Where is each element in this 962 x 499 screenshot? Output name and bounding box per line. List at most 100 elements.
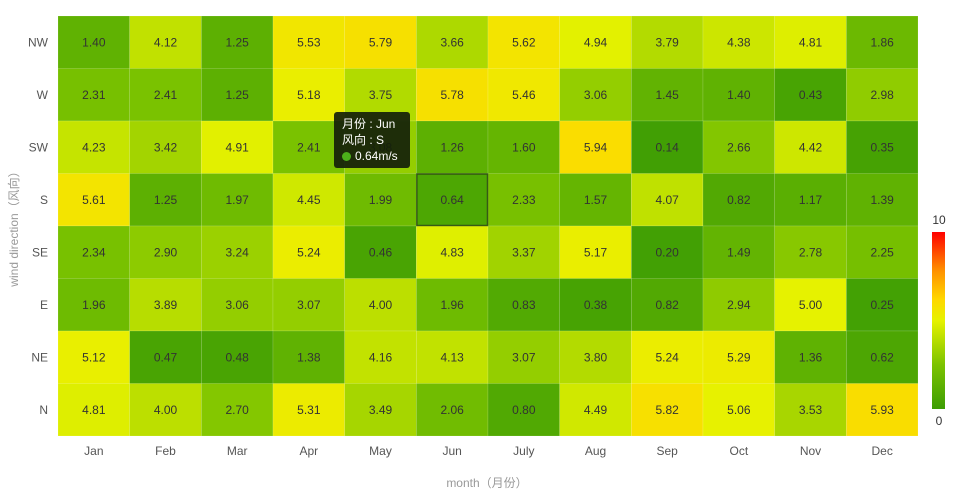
heatmap-cell[interactable]	[487, 330, 560, 384]
heatmap-cell[interactable]	[344, 225, 417, 279]
heatmap-cell[interactable]	[129, 383, 202, 437]
heatmap-cell[interactable]	[57, 278, 130, 332]
heatmap-cell[interactable]	[631, 383, 704, 437]
heatmap-cell[interactable]	[416, 225, 489, 279]
cell-value-label: 0.46	[369, 245, 393, 259]
heatmap-cell[interactable]	[201, 383, 274, 437]
visual-map-gradient-bar[interactable]	[932, 232, 945, 409]
heatmap-cell[interactable]	[846, 68, 919, 122]
heatmap-cell[interactable]	[201, 330, 274, 384]
heatmap-cell[interactable]	[559, 225, 632, 279]
heatmap-cell[interactable]	[631, 173, 704, 227]
x-tick-label: May	[369, 444, 392, 458]
heatmap-cell[interactable]	[57, 225, 130, 279]
heatmap-cell[interactable]	[631, 225, 704, 279]
heatmap-cell[interactable]	[774, 330, 847, 384]
heatmap-cell[interactable]	[272, 330, 345, 384]
heatmap-cell[interactable]	[129, 225, 202, 279]
heatmap-cell[interactable]	[702, 68, 775, 122]
heatmap-cell[interactable]	[57, 173, 130, 227]
visual-map-legend[interactable]: 10 0	[932, 213, 946, 428]
heatmap-cell[interactable]	[416, 68, 489, 122]
cell-value-label: 3.53	[799, 403, 823, 417]
heatmap-cell[interactable]	[201, 120, 274, 174]
heatmap-cell[interactable]	[487, 120, 560, 174]
heatmap-cell[interactable]	[846, 330, 919, 384]
heatmap-cell[interactable]	[201, 225, 274, 279]
heatmap-cell[interactable]	[631, 68, 704, 122]
heatmap-cell[interactable]	[272, 68, 345, 122]
heatmap-cell[interactable]	[487, 173, 560, 227]
heatmap-cell[interactable]	[272, 120, 345, 174]
heatmap-cell[interactable]	[416, 15, 489, 69]
cell-value-label: 1.25	[225, 35, 249, 49]
cell-value-label: 4.45	[297, 193, 321, 207]
heatmap-cell[interactable]	[344, 278, 417, 332]
heatmap-cell[interactable]	[272, 278, 345, 332]
x-tick-label: July	[513, 444, 534, 458]
heatmap-cell[interactable]	[774, 68, 847, 122]
heatmap-cell[interactable]	[272, 15, 345, 69]
cell-value-label: 0.80	[512, 403, 536, 417]
heatmap-cell[interactable]	[846, 173, 919, 227]
heatmap-cell[interactable]	[129, 278, 202, 332]
heatmap-cell[interactable]	[559, 278, 632, 332]
heatmap-cell[interactable]	[846, 278, 919, 332]
heatmap-cell[interactable]	[774, 225, 847, 279]
visual-map-min-label: 0	[936, 414, 943, 428]
heatmap-cell[interactable]	[57, 383, 130, 437]
heatmap-cell[interactable]	[344, 383, 417, 437]
heatmap-cell[interactable]	[272, 173, 345, 227]
heatmap-cell[interactable]	[57, 330, 130, 384]
heatmap-cell[interactable]	[129, 173, 202, 227]
cell-value-label: 0.82	[727, 193, 751, 207]
cell-value-label: 0.47	[154, 350, 178, 364]
heatmap-cell[interactable]	[846, 120, 919, 174]
cell-value-label: 0.35	[870, 140, 894, 154]
heatmap-cell[interactable]	[631, 278, 704, 332]
heatmap-cell[interactable]	[774, 173, 847, 227]
cell-value-label: 1.96	[440, 298, 464, 312]
x-tick-label: Oct	[729, 444, 748, 458]
x-tick-label: Jan	[84, 444, 103, 458]
heatmap-cell[interactable]	[344, 15, 417, 69]
heatmap-cell[interactable]	[774, 383, 847, 437]
heatmap-cell[interactable]	[272, 383, 345, 437]
heatmap-cell[interactable]	[559, 15, 632, 69]
heatmap-cell[interactable]	[631, 330, 704, 384]
heatmap-cell[interactable]	[129, 330, 202, 384]
heatmap-cell[interactable]	[702, 383, 775, 437]
heatmap-cell[interactable]	[129, 68, 202, 122]
heatmap-cell[interactable]	[559, 68, 632, 122]
heatmap-cell[interactable]	[846, 15, 919, 69]
cell-value-label: 4.91	[225, 140, 249, 154]
heatmap-cell[interactable]	[201, 68, 274, 122]
heatmap-cell[interactable]	[846, 383, 919, 437]
cell-value-label: 1.60	[512, 140, 536, 154]
heatmap-cell[interactable]	[201, 15, 274, 69]
heatmap-cell[interactable]	[416, 330, 489, 384]
cell-value-label: 0.14	[655, 140, 679, 154]
heatmap-cell[interactable]	[774, 120, 847, 174]
cell-value-label: 3.24	[225, 245, 249, 259]
heatmap-cell[interactable]	[774, 278, 847, 332]
heatmap-cell[interactable]	[57, 68, 130, 122]
heatmap-cell[interactable]	[487, 225, 560, 279]
heatmap-cell[interactable]	[487, 383, 560, 437]
heatmap-cell[interactable]	[702, 330, 775, 384]
heatmap-cell[interactable]	[57, 15, 130, 69]
heatmap-cell[interactable]	[559, 383, 632, 437]
heatmap-cell[interactable]	[416, 278, 489, 332]
heatmap-cell[interactable]	[129, 15, 202, 69]
heatmap-cell[interactable]	[487, 68, 560, 122]
heatmap-cell[interactable]	[702, 15, 775, 69]
heatmap-cell[interactable]	[57, 120, 130, 174]
heatmap-cell[interactable]	[416, 173, 489, 227]
heatmap-cell[interactable]	[702, 173, 775, 227]
cell-value-label: 2.98	[870, 88, 894, 102]
heatmap-cell[interactable]	[344, 330, 417, 384]
cell-value-label: 3.42	[154, 140, 178, 154]
heatmap-cell[interactable]	[487, 278, 560, 332]
heatmap-cell[interactable]	[201, 173, 274, 227]
heatmap-cell[interactable]	[702, 278, 775, 332]
